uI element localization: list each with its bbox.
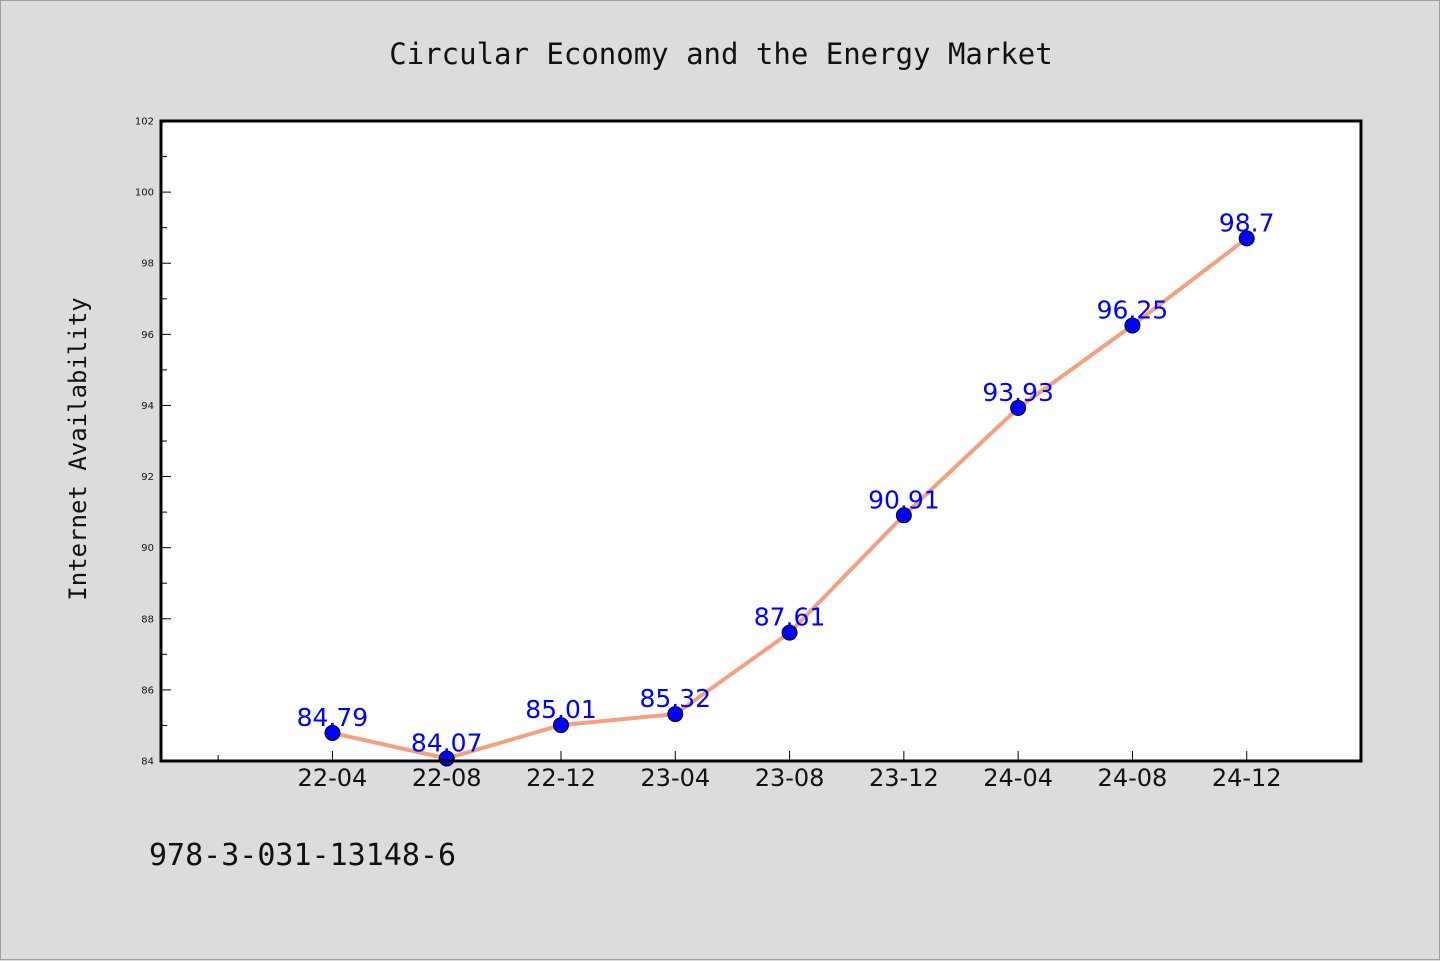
x-tick-label: 23-04 <box>640 764 710 792</box>
x-axis: 22-04 22-08 22-12 23-04 23-08 23-12 24-04 24-08… <box>217 751 1282 792</box>
data-point <box>553 717 569 734</box>
data-label: 84.07 <box>411 729 483 758</box>
y-tick-label: 92 <box>141 472 154 483</box>
data-label: 84.79 <box>297 703 369 732</box>
plot-area <box>161 121 1361 761</box>
data-label: 96.25 <box>1097 295 1169 324</box>
data-label: 87.61 <box>754 603 826 632</box>
x-tick-label: 22-12 <box>526 764 596 792</box>
data-point <box>1124 317 1141 334</box>
data-point <box>667 706 684 723</box>
data-point <box>324 724 341 741</box>
data-point <box>781 624 798 641</box>
y-axis: 84 86 88 90 92 94 96 98 100 102 <box>135 117 171 768</box>
x-tick-label: 22-04 <box>298 764 368 792</box>
x-tick-label: 24-12 <box>1212 764 1282 792</box>
y-tick-label: 102 <box>135 117 154 128</box>
x-tick-label: 22-08 <box>412 764 482 792</box>
y-tick-label: 94 <box>141 401 154 412</box>
data-point <box>1238 230 1255 247</box>
y-tick-label: 96 <box>141 330 154 341</box>
data-label: 93.93 <box>982 378 1054 407</box>
y-tick-label: 100 <box>135 188 154 199</box>
x-tick-label: 24-08 <box>1098 764 1168 792</box>
x-tick-label: 23-08 <box>755 764 825 792</box>
x-tick-label: 23-12 <box>869 764 939 792</box>
data-point <box>1010 399 1027 416</box>
y-tick-label: 98 <box>141 259 154 270</box>
x-tick-label: 24-04 <box>983 764 1053 792</box>
y-tick-label: 84 <box>141 757 154 768</box>
chart-title: Circular Economy and the Energy Market <box>389 37 1052 71</box>
y-tick-label: 90 <box>141 543 154 554</box>
y-tick-label: 88 <box>141 614 154 625</box>
y-tick-label: 86 <box>141 685 154 696</box>
data-label: 98.7 <box>1219 208 1275 237</box>
y-axis-label: Internet Availability <box>64 297 92 600</box>
data-label: 85.01 <box>525 695 597 724</box>
data-point <box>895 507 912 524</box>
footer-isbn: 978-3-031-13148-6 <box>149 838 456 873</box>
plot-border <box>159 119 1363 763</box>
data-label: 85.32 <box>639 684 711 713</box>
series-layer: 84.79 84.07 85.01 85.32 87.61 90.91 93.93 96.25… <box>297 208 1275 767</box>
data-label: 90.91 <box>868 485 940 514</box>
